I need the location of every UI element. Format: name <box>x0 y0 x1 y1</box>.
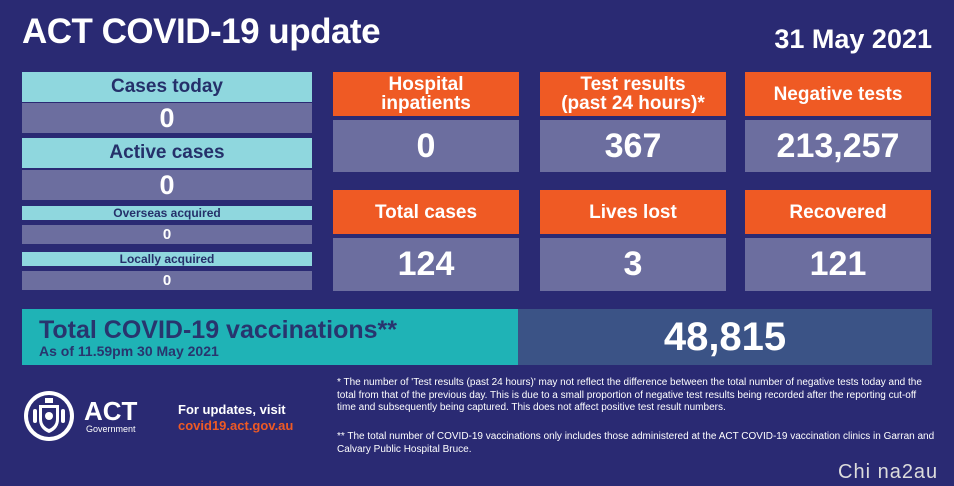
cases-today-value: 0 <box>22 103 312 133</box>
vaccinations-label: Total COVID-19 vaccinations** <box>39 316 397 344</box>
act-crest-icon <box>24 391 74 441</box>
test-results-label-line2: (past 24 hours)* <box>561 93 705 114</box>
vaccinations-value: 48,815 <box>518 309 932 365</box>
active-cases-value: 0 <box>22 170 312 200</box>
recovered-value: 121 <box>745 238 931 291</box>
active-cases-label: Active cases <box>22 138 312 168</box>
cases-today-label: Cases today <box>22 72 312 102</box>
total-cases-value: 124 <box>333 238 519 291</box>
update-date: 31 May 2021 <box>774 24 932 54</box>
logo-text: ACT <box>84 396 138 426</box>
test-results-value: 367 <box>540 120 726 172</box>
vaccinations-as-of: As of 11.59pm 30 May 2021 <box>39 343 219 359</box>
locally-acquired-value: 0 <box>22 271 312 290</box>
lives-lost-value: 3 <box>540 238 726 291</box>
locally-acquired-label: Locally acquired <box>22 252 312 266</box>
page-title: ACT COVID-19 update <box>22 12 381 51</box>
total-cases-label: Total cases <box>333 190 519 234</box>
test-results-label: Test results (past 24 hours)* <box>540 72 726 116</box>
recovered-label: Recovered <box>745 190 931 234</box>
hospital-inpatients-label: Hospital inpatients <box>333 72 519 116</box>
footnote-test-results: * The number of 'Test results (past 24 h… <box>337 377 922 413</box>
logo-subtext: Government <box>86 424 136 434</box>
overseas-acquired-label: Overseas acquired <box>22 206 312 220</box>
vaccinations-banner: Total COVID-19 vaccinations** As of 11.5… <box>22 309 518 365</box>
watermark: Chi na2au <box>838 461 939 483</box>
negative-tests-value: 213,257 <box>745 120 931 172</box>
hospital-inpatients-value: 0 <box>333 120 519 172</box>
overseas-acquired-value: 0 <box>22 225 312 244</box>
act-government-logo: ACT Government <box>22 386 160 448</box>
footnote-vaccinations: ** The total number of COVID-19 vaccinat… <box>337 431 935 455</box>
test-results-label-line1: Test results <box>580 74 686 95</box>
updates-link[interactable]: covid19.act.gov.au <box>178 418 294 433</box>
negative-tests-label: Negative tests <box>745 72 931 116</box>
lives-lost-label: Lives lost <box>540 190 726 234</box>
updates-text: For updates, visit <box>178 402 286 417</box>
